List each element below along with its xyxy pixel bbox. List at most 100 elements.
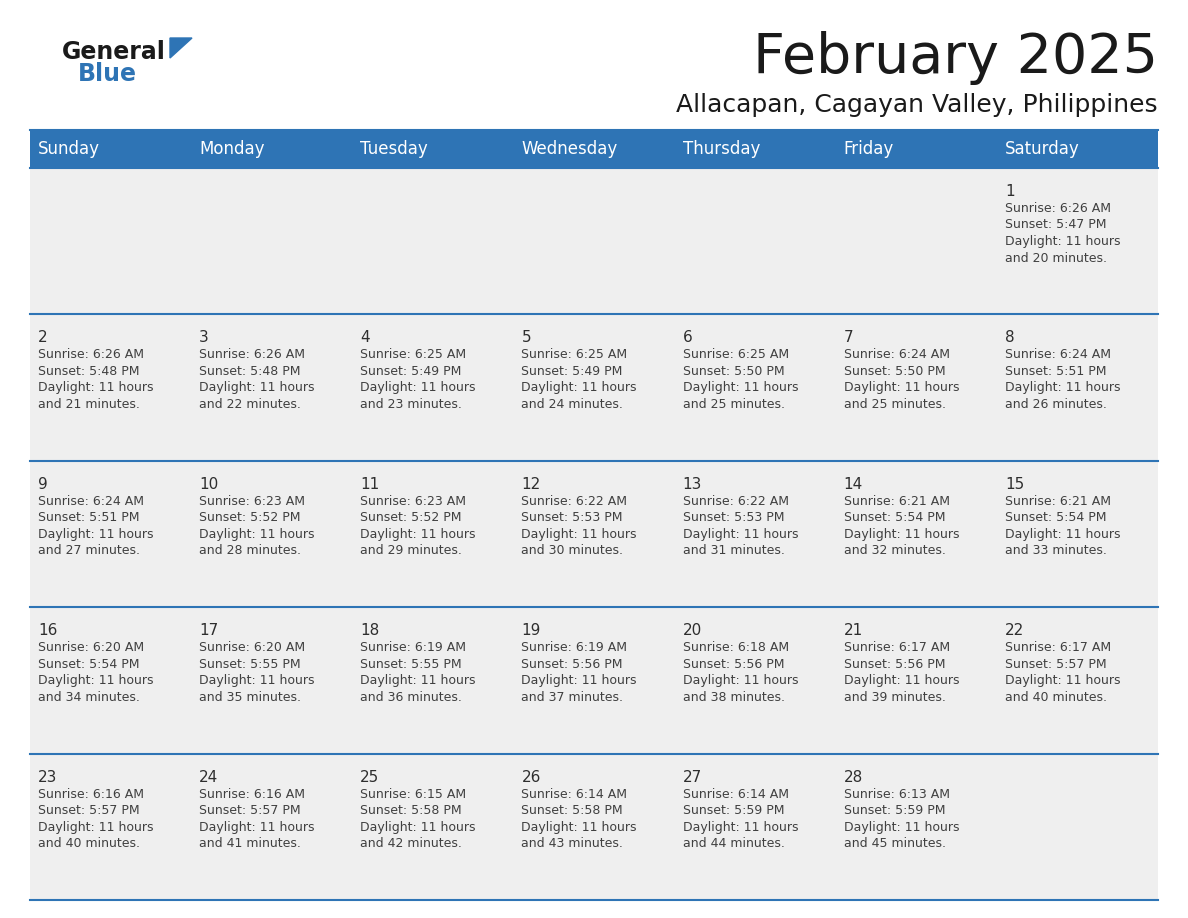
Bar bbox=[997, 314, 1158, 461]
Text: Sunrise: 6:26 AM: Sunrise: 6:26 AM bbox=[1005, 202, 1111, 215]
Text: 18: 18 bbox=[360, 623, 379, 638]
Text: Daylight: 11 hours: Daylight: 11 hours bbox=[683, 674, 798, 688]
Bar bbox=[997, 461, 1158, 607]
Bar bbox=[997, 168, 1158, 314]
Text: Monday: Monday bbox=[200, 140, 265, 158]
Text: and 45 minutes.: and 45 minutes. bbox=[843, 837, 946, 850]
Bar bbox=[513, 607, 675, 754]
Text: Daylight: 11 hours: Daylight: 11 hours bbox=[683, 381, 798, 395]
Text: Sunrise: 6:18 AM: Sunrise: 6:18 AM bbox=[683, 641, 789, 655]
Text: Allacapan, Cagayan Valley, Philippines: Allacapan, Cagayan Valley, Philippines bbox=[676, 93, 1158, 117]
Text: and 21 minutes.: and 21 minutes. bbox=[38, 397, 140, 411]
Text: 1: 1 bbox=[1005, 184, 1015, 199]
Text: and 33 minutes.: and 33 minutes. bbox=[1005, 544, 1107, 557]
Bar bbox=[30, 607, 191, 754]
Bar bbox=[353, 461, 513, 607]
Text: Daylight: 11 hours: Daylight: 11 hours bbox=[200, 821, 315, 834]
Text: Daylight: 11 hours: Daylight: 11 hours bbox=[1005, 674, 1120, 688]
Bar bbox=[191, 754, 353, 900]
Text: Sunset: 5:58 PM: Sunset: 5:58 PM bbox=[522, 804, 623, 817]
Text: Sunset: 5:48 PM: Sunset: 5:48 PM bbox=[200, 364, 301, 378]
Bar bbox=[191, 168, 353, 314]
Bar bbox=[835, 461, 997, 607]
Text: Sunset: 5:59 PM: Sunset: 5:59 PM bbox=[683, 804, 784, 817]
Text: Sunrise: 6:24 AM: Sunrise: 6:24 AM bbox=[843, 349, 949, 362]
Text: Tuesday: Tuesday bbox=[360, 140, 428, 158]
Text: Sunset: 5:51 PM: Sunset: 5:51 PM bbox=[38, 511, 139, 524]
Text: and 25 minutes.: and 25 minutes. bbox=[683, 397, 784, 411]
Text: Sunrise: 6:13 AM: Sunrise: 6:13 AM bbox=[843, 788, 949, 800]
Text: 12: 12 bbox=[522, 476, 541, 492]
Text: Daylight: 11 hours: Daylight: 11 hours bbox=[200, 528, 315, 541]
Text: Daylight: 11 hours: Daylight: 11 hours bbox=[200, 381, 315, 395]
Text: Sunrise: 6:19 AM: Sunrise: 6:19 AM bbox=[522, 641, 627, 655]
Text: 13: 13 bbox=[683, 476, 702, 492]
Text: Daylight: 11 hours: Daylight: 11 hours bbox=[522, 821, 637, 834]
Text: Sunrise: 6:17 AM: Sunrise: 6:17 AM bbox=[1005, 641, 1111, 655]
Text: 15: 15 bbox=[1005, 476, 1024, 492]
Text: 22: 22 bbox=[1005, 623, 1024, 638]
Text: and 39 minutes.: and 39 minutes. bbox=[843, 690, 946, 704]
Text: Sunrise: 6:17 AM: Sunrise: 6:17 AM bbox=[843, 641, 950, 655]
Text: 17: 17 bbox=[200, 623, 219, 638]
Text: Blue: Blue bbox=[78, 62, 137, 86]
Text: Sunrise: 6:26 AM: Sunrise: 6:26 AM bbox=[38, 349, 144, 362]
Text: Daylight: 11 hours: Daylight: 11 hours bbox=[38, 821, 153, 834]
Text: Sunset: 5:49 PM: Sunset: 5:49 PM bbox=[522, 364, 623, 378]
Bar bbox=[30, 461, 191, 607]
Text: Sunset: 5:49 PM: Sunset: 5:49 PM bbox=[360, 364, 462, 378]
Text: Sunset: 5:56 PM: Sunset: 5:56 PM bbox=[522, 657, 623, 671]
Text: Saturday: Saturday bbox=[1005, 140, 1080, 158]
Text: Sunset: 5:57 PM: Sunset: 5:57 PM bbox=[200, 804, 301, 817]
Bar bbox=[675, 607, 835, 754]
Bar bbox=[513, 314, 675, 461]
Bar bbox=[353, 607, 513, 754]
Text: Daylight: 11 hours: Daylight: 11 hours bbox=[1005, 235, 1120, 248]
Text: 21: 21 bbox=[843, 623, 862, 638]
Polygon shape bbox=[170, 38, 192, 58]
Text: 11: 11 bbox=[360, 476, 379, 492]
Text: and 43 minutes.: and 43 minutes. bbox=[522, 837, 624, 850]
Text: 24: 24 bbox=[200, 769, 219, 785]
Text: and 28 minutes.: and 28 minutes. bbox=[200, 544, 301, 557]
Text: and 34 minutes.: and 34 minutes. bbox=[38, 690, 140, 704]
Text: Daylight: 11 hours: Daylight: 11 hours bbox=[683, 821, 798, 834]
Text: 25: 25 bbox=[360, 769, 379, 785]
Text: Sunrise: 6:24 AM: Sunrise: 6:24 AM bbox=[38, 495, 144, 508]
Text: Sunrise: 6:22 AM: Sunrise: 6:22 AM bbox=[683, 495, 789, 508]
Text: Sunrise: 6:23 AM: Sunrise: 6:23 AM bbox=[360, 495, 466, 508]
Text: and 32 minutes.: and 32 minutes. bbox=[843, 544, 946, 557]
Text: Sunset: 5:53 PM: Sunset: 5:53 PM bbox=[683, 511, 784, 524]
Text: Sunset: 5:50 PM: Sunset: 5:50 PM bbox=[683, 364, 784, 378]
Text: Sunrise: 6:14 AM: Sunrise: 6:14 AM bbox=[683, 788, 789, 800]
Text: and 40 minutes.: and 40 minutes. bbox=[38, 837, 140, 850]
Text: 6: 6 bbox=[683, 330, 693, 345]
Text: and 38 minutes.: and 38 minutes. bbox=[683, 690, 784, 704]
Text: Daylight: 11 hours: Daylight: 11 hours bbox=[360, 674, 475, 688]
Text: Sunset: 5:59 PM: Sunset: 5:59 PM bbox=[843, 804, 946, 817]
Bar bbox=[835, 754, 997, 900]
Text: Sunset: 5:54 PM: Sunset: 5:54 PM bbox=[843, 511, 946, 524]
Text: Sunday: Sunday bbox=[38, 140, 100, 158]
Text: 10: 10 bbox=[200, 476, 219, 492]
Text: 4: 4 bbox=[360, 330, 369, 345]
Text: Daylight: 11 hours: Daylight: 11 hours bbox=[522, 381, 637, 395]
Text: Sunrise: 6:16 AM: Sunrise: 6:16 AM bbox=[200, 788, 305, 800]
Bar bbox=[191, 607, 353, 754]
Text: Sunrise: 6:22 AM: Sunrise: 6:22 AM bbox=[522, 495, 627, 508]
Text: Daylight: 11 hours: Daylight: 11 hours bbox=[522, 674, 637, 688]
Text: 5: 5 bbox=[522, 330, 531, 345]
Text: Daylight: 11 hours: Daylight: 11 hours bbox=[843, 821, 959, 834]
Text: Daylight: 11 hours: Daylight: 11 hours bbox=[843, 528, 959, 541]
Text: and 31 minutes.: and 31 minutes. bbox=[683, 544, 784, 557]
Text: 28: 28 bbox=[843, 769, 862, 785]
Bar bbox=[30, 754, 191, 900]
Bar bbox=[675, 461, 835, 607]
Text: 7: 7 bbox=[843, 330, 853, 345]
Bar bbox=[353, 754, 513, 900]
Text: and 25 minutes.: and 25 minutes. bbox=[843, 397, 946, 411]
Text: Daylight: 11 hours: Daylight: 11 hours bbox=[683, 528, 798, 541]
Text: Sunrise: 6:20 AM: Sunrise: 6:20 AM bbox=[200, 641, 305, 655]
Text: 8: 8 bbox=[1005, 330, 1015, 345]
Text: Sunset: 5:55 PM: Sunset: 5:55 PM bbox=[200, 657, 301, 671]
